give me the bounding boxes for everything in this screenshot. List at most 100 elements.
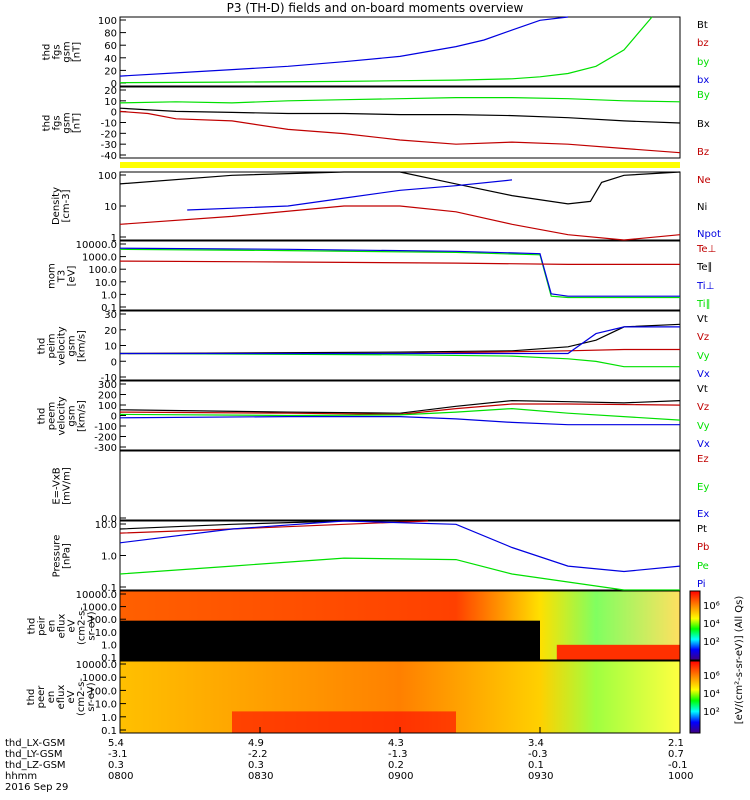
ylabel-peem_velocity: thd peem velocity gsm [km/s] (36, 395, 87, 436)
y-tick-label: 10.0 (95, 700, 117, 711)
series-peim_velocity-Vx (120, 326, 680, 355)
legend-fgs_gsm_comp-2: Bz (697, 147, 710, 158)
ephemeris-value: -2.2 (248, 749, 268, 760)
legend-peem_velocity-2: Vy (697, 420, 710, 432)
ephemeris-value: 0930 (528, 771, 554, 782)
legend-efield-0: Ez (697, 454, 709, 465)
legend-peem_velocity-3: Vx (697, 439, 710, 450)
series-fgs_gsm_comp-Bx (119, 107, 681, 124)
series-fgs_gsm_mag-by (119, 16, 653, 84)
series-temperature-Ti⊥ (119, 247, 680, 297)
colorbar: 10⁶ 10⁴ 10² 10⁶ 10⁴ 10² [eV/(cm²-s-sr-eV)] (Al… (689, 590, 745, 734)
colorbar-tick: 10⁴ (703, 619, 720, 630)
y-tick-label: 1.0 (101, 640, 117, 651)
y-tick-label: 10000.0 (76, 660, 117, 671)
y-tick-label: -200 (94, 433, 117, 444)
ylabel-peer_eflux: thd peer en eflux eV (cm2-s- sr-eV) (26, 678, 97, 716)
ephemeris-value: 0.3 (108, 760, 124, 771)
panel-frame (119, 450, 681, 521)
series-peem_velocity-Vt (119, 399, 681, 414)
y-tick-label: 100 (98, 401, 117, 412)
ylabel-density: Density [cm-3] (51, 186, 72, 226)
legend-fgs_gsm_mag-3: bx (697, 75, 710, 86)
ylabel-peir_eflux: thd peir en eflux eV (cm2-s- sr-eV) (26, 606, 97, 645)
panel-efield: 0.0 (101, 450, 681, 525)
y-tick-label: 0 (111, 108, 117, 119)
legend-peim_velocity-0: Vt (697, 314, 708, 325)
y-tick-label: 30 (104, 310, 117, 321)
ephemeris-value: -0.1 (668, 760, 688, 771)
y-tick-label: 300 (98, 380, 117, 391)
y-tick-label: -100 (94, 422, 117, 433)
y-tick-label: 0.1 (101, 303, 117, 314)
series-temperature-Ti∥ (119, 248, 680, 299)
y-tick-label: 10.0 (95, 520, 117, 531)
legend-peem_velocity-0: Vt (697, 384, 708, 395)
colorbar-tick: 10⁶ (703, 601, 720, 612)
series-peim_velocity-Vy (119, 352, 680, 368)
y-tick-label: 20 (104, 66, 117, 77)
y-tick-label: 1.0 (101, 290, 117, 301)
series-pressure-Pe (119, 557, 680, 591)
legend-pressure-1: Pb (697, 542, 710, 554)
y-tick-label: 0.1 (101, 726, 117, 737)
ephemeris-value: 4.9 (248, 738, 264, 749)
y-tick-label: 10 (104, 97, 117, 108)
quality-bar (120, 162, 680, 168)
panel-frame (119, 590, 681, 661)
ephemeris-value: 0.1 (528, 760, 544, 771)
legend-pressure-0: Pt (697, 524, 707, 535)
y-tick-label: 10 (104, 202, 117, 213)
series-peem_velocity-Vz (119, 403, 681, 416)
ephemeris-value: 0.3 (248, 760, 264, 771)
legend-peim_velocity-1: Vz (697, 332, 710, 344)
ephemeris-label-0: thd_LX-GSM (5, 738, 66, 749)
legend-pressure-2: Pe (697, 560, 709, 572)
y-tick-label: 1 (111, 233, 117, 244)
y-tick-label: 1000.0 (82, 673, 117, 684)
y-tick-label: 100.0 (88, 615, 117, 626)
y-tick-label: 100.0 (88, 686, 117, 697)
ephemeris-value: 1000 (668, 771, 694, 782)
ephemeris-value: -3.1 (108, 749, 128, 760)
series-pressure-Pi (119, 520, 681, 573)
y-tick-label: 1.0 (101, 713, 117, 724)
heatmap-low-energy-band (556, 644, 680, 660)
legend-fgs_gsm_comp-1: Bx (697, 118, 710, 130)
y-tick-label: 10.0 (95, 278, 117, 289)
legend-fgs_gsm_mag-0: Bt (697, 20, 708, 31)
colorbar-tick: 10² (703, 707, 720, 718)
y-tick-label: 40 (104, 54, 117, 65)
ephemeris-label-4: 2016 Sep 29 (5, 782, 69, 793)
y-tick-label: 1.0 (101, 552, 117, 563)
legend-pressure-3: Pi (697, 579, 706, 590)
legend-peim_velocity-3: Vx (697, 369, 710, 380)
series-density-Ni (119, 171, 681, 205)
panel-frame (119, 86, 681, 159)
panel-frame (119, 240, 681, 311)
y-tick-label: 1000.0 (82, 253, 117, 264)
y-tick-label: 0.0 (101, 514, 117, 525)
y-tick-label: 60 (104, 41, 117, 52)
panel-pressure: 10.0 1.0 0.1 (95, 520, 681, 594)
y-tick-label: 0 (111, 412, 117, 423)
y-tick-label: 10 (104, 342, 117, 353)
colorbar-tick: 10⁶ (703, 671, 720, 682)
y-tick-label: -20 (101, 129, 117, 140)
y-tick-label: 200 (98, 391, 117, 402)
ephemeris-value: 4.3 (388, 738, 404, 749)
colorbar-strip (689, 590, 701, 661)
y-tick-label: 20 (104, 326, 117, 337)
legend-peem_velocity-1: Vz (697, 402, 710, 414)
y-tick-label: -300 (94, 443, 117, 454)
ephemeris-value: 0830 (248, 771, 274, 782)
ylabel-efield: E=-VxB [mV/m] (51, 466, 72, 505)
series-peem_velocity-Vx (119, 416, 680, 426)
ylabel-peim_velocity: thd peim velocity gsm [km/s] (36, 325, 87, 366)
ylabel-fgs_gsm_mag: thd fgs gsm [nT] (41, 40, 82, 63)
series-density-Ne (119, 205, 681, 241)
ephemeris-value: 5.4 (108, 738, 124, 749)
series-fgs_gsm_mag-bx (119, 16, 569, 77)
